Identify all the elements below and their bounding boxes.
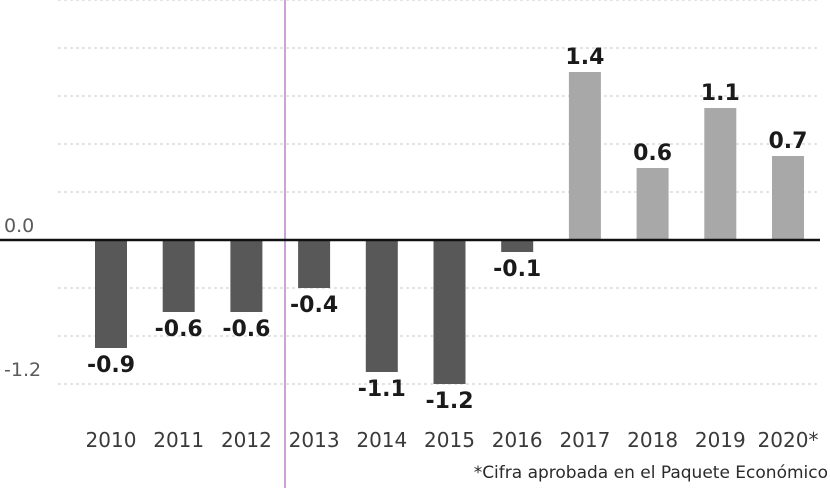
bars — [95, 72, 804, 384]
x-tick-label: 2015 — [424, 428, 475, 452]
bar-2011 — [162, 240, 195, 312]
data-label: 0.7 — [769, 129, 808, 154]
data-label: -0.4 — [290, 293, 338, 318]
bar-2012 — [230, 240, 263, 312]
x-tick-label: 2011 — [153, 428, 204, 452]
bar-2018 — [636, 168, 669, 240]
x-tick-label: 2013 — [289, 428, 340, 452]
data-label: 1.4 — [565, 45, 604, 70]
bar-2013 — [298, 240, 331, 288]
bar-2016 — [501, 240, 534, 252]
data-labels: -0.9 -0.6 -0.6 -0.4 -1.1 -1.2 -0.1 1.4 0.6 1.1 0.7 — [87, 45, 808, 414]
bar-2010 — [95, 240, 127, 348]
bar-2019 — [704, 108, 737, 240]
data-label: 1.1 — [701, 81, 740, 106]
x-tick-label: 2016 — [492, 428, 543, 452]
x-tick-label: 2019 — [695, 428, 746, 452]
x-tick-label: 2018 — [627, 428, 678, 452]
bar-2020 — [772, 156, 804, 240]
footnote: *Cifra aprobada en el Paquete Económico — [474, 463, 828, 483]
y-tick-label: -1.2 — [4, 359, 41, 381]
x-tick-label: 2020* — [758, 428, 819, 452]
data-label: 0.6 — [633, 141, 672, 166]
y-tick-label: 0.0 — [4, 215, 34, 237]
data-label: -1.1 — [358, 377, 406, 402]
x-tick-label: 2012 — [221, 428, 272, 452]
data-label: -0.6 — [155, 317, 203, 342]
data-label: -0.6 — [222, 317, 270, 342]
bar-2015 — [433, 240, 466, 384]
x-tick-label: 2017 — [559, 428, 610, 452]
data-label: -0.1 — [493, 257, 541, 282]
bar-2014 — [365, 240, 398, 372]
bar-2017 — [568, 72, 601, 240]
data-label: -0.9 — [87, 353, 135, 378]
x-tick-label: 2014 — [356, 428, 407, 452]
x-axis-labels: 2010 2011 2012 2013 2014 2015 2016 2017 2018 2019… — [86, 428, 819, 452]
data-label: -1.2 — [425, 389, 473, 414]
x-tick-label: 2010 — [86, 428, 137, 452]
y-axis-ticks: 2.00.0-1.2 — [4, 215, 41, 381]
